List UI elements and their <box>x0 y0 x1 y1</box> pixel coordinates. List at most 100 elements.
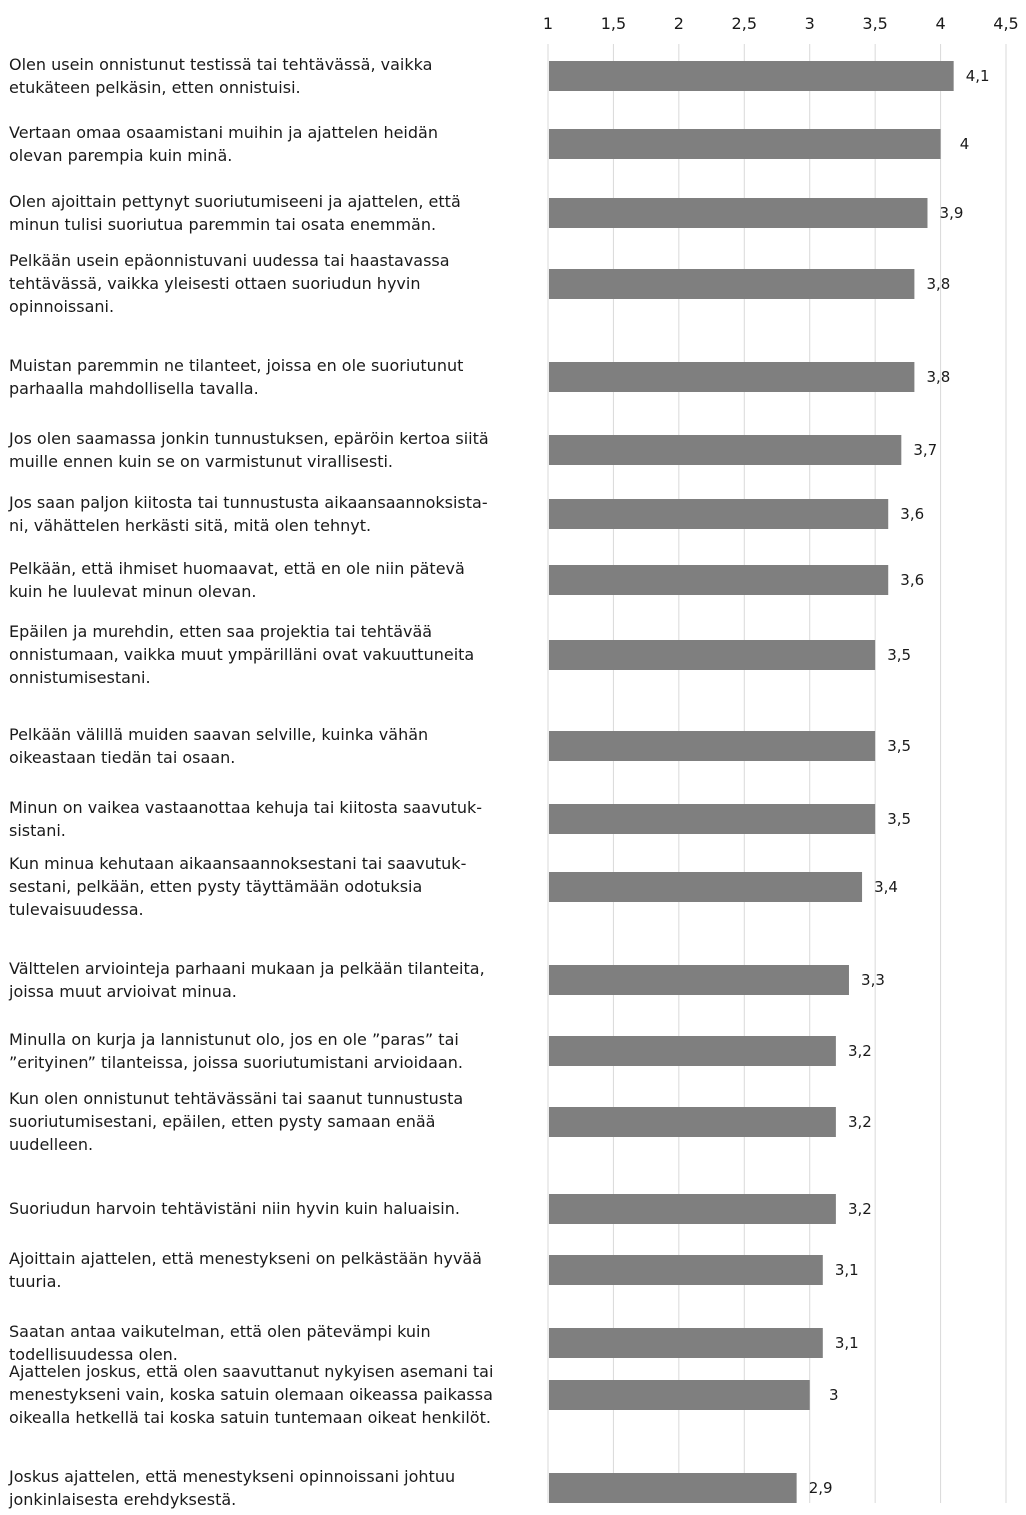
x-tick-label: 3 <box>805 14 815 33</box>
bar <box>549 804 876 834</box>
category-label: Olen usein onnistunut testissä tai tehtä… <box>9 53 544 99</box>
category-label-line: olevan parempia kuin minä. <box>9 145 233 165</box>
bar <box>549 1473 797 1503</box>
category-label: Minun on vaikea vastaanottaa kehuja tai … <box>9 796 544 842</box>
category-label-line: Kun olen onnistunut tehtävässäni tai saa… <box>9 1089 464 1108</box>
category-label-line: Joskus ajattelen, että menestykseni opin… <box>9 1466 456 1486</box>
value-label: 3 <box>829 1386 839 1404</box>
category-label-line: Pelkään välillä muiden saavan selville, … <box>9 724 429 744</box>
x-tick-label: 4 <box>935 14 945 33</box>
category-label: Välttelen arviointeja parhaani mukaan ja… <box>9 957 544 1003</box>
category-label-line: Ajattelen joskus, että olen saavuttanut … <box>9 1362 494 1381</box>
bar <box>549 1107 836 1137</box>
value-label: 4,1 <box>966 67 990 85</box>
x-tick-label: 1 <box>543 14 553 33</box>
category-label-line: Jos saan paljon kiitosta tai tunnustusta… <box>9 492 488 512</box>
x-tick-label: 2 <box>674 14 684 33</box>
category-label-line: Minulla on kurja ja lannistunut olo, jos… <box>9 1029 459 1049</box>
bar <box>549 1194 836 1224</box>
x-tick-label: 2,5 <box>732 14 757 33</box>
value-label: 3,1 <box>835 1261 859 1279</box>
bar <box>549 1036 836 1066</box>
value-label: 3,3 <box>861 971 885 989</box>
category-label: Jos olen saamassa jonkin tunnustuksen, e… <box>9 427 544 473</box>
category-label: Kun olen onnistunut tehtävässäni tai saa… <box>9 1087 544 1156</box>
x-tick-label: 4,5 <box>993 14 1018 33</box>
bar <box>549 1380 810 1410</box>
value-label: 3,1 <box>835 1334 859 1352</box>
bar <box>549 129 941 159</box>
value-label: 3,2 <box>848 1113 872 1131</box>
category-label: Jos saan paljon kiitosta tai tunnustusta… <box>9 491 544 537</box>
category-label-line: menestykseni vain, koska satuin olemaan … <box>9 1385 493 1404</box>
category-label-line: onnistumaan, vaikka muut ympärilläni ova… <box>9 645 475 664</box>
category-label-line: parhaalla mahdollisella tavalla. <box>9 378 259 398</box>
category-label-line: Jos olen saamassa jonkin tunnustuksen, e… <box>9 428 489 448</box>
bar <box>549 362 915 392</box>
category-label: Pelkään, että ihmiset huomaavat, että en… <box>9 557 544 603</box>
category-label-line: sestani, pelkään, etten pysty täyttämään… <box>9 877 423 896</box>
value-label: 3,2 <box>848 1200 872 1218</box>
category-label: Ajoittain ajattelen, että menestykseni o… <box>9 1247 544 1293</box>
category-label-line: Vertaan omaa osaamistani muihin ja ajatt… <box>9 122 438 142</box>
x-tick-label: 3,5 <box>862 14 887 33</box>
value-label: 3,7 <box>913 441 937 459</box>
x-tick-label: 1,5 <box>601 14 626 33</box>
bar <box>549 565 889 595</box>
category-label-line: tehtävässä, vaikka yleisesti ottaen suor… <box>9 274 421 293</box>
category-label-line: onnistumisestani. <box>9 668 151 687</box>
category-label: Pelkään usein epäonnistuvani uudessa tai… <box>9 249 544 318</box>
category-label: Vertaan omaa osaamistani muihin ja ajatt… <box>9 121 544 167</box>
category-label-line: Ajoittain ajattelen, että menestykseni o… <box>9 1248 482 1268</box>
category-label-line: minun tulisi suoriutua paremmin tai osat… <box>9 214 437 234</box>
category-label-line: uudelleen. <box>9 1135 94 1154</box>
value-label: 2,9 <box>809 1479 833 1497</box>
category-label-line: todellisuudessa olen. <box>9 1344 178 1364</box>
category-label: Joskus ajattelen, että menestykseni opin… <box>9 1465 544 1511</box>
bar <box>549 198 928 228</box>
bar <box>549 61 954 91</box>
category-label-line: oikealla hetkellä tai koska satuin tunte… <box>9 1408 491 1427</box>
category-label: Minulla on kurja ja lannistunut olo, jos… <box>9 1028 544 1074</box>
category-label-line: suoriutumisestani, epäilen, etten pysty … <box>9 1112 436 1131</box>
value-label: 4 <box>960 135 970 153</box>
category-label-line: Suoriudun harvoin tehtävistäni niin hyvi… <box>9 1199 460 1218</box>
category-label: Pelkään välillä muiden saavan selville, … <box>9 723 544 769</box>
bar <box>549 965 849 995</box>
x-axis-tick-labels: 1 1,5 2 2,5 3 3,5 4 4,5 <box>543 14 1019 33</box>
category-label-line: kuin he luulevat minun olevan. <box>9 581 257 601</box>
value-label: 3,5 <box>887 810 911 828</box>
bar <box>549 872 863 902</box>
value-label: 3,8 <box>926 275 950 293</box>
bar <box>549 435 902 465</box>
category-label-line: Minun on vaikea vastaanottaa kehuja tai … <box>9 797 483 817</box>
chart-value-labels: 4,1 4 3,9 3,8 3,8 3,7 3,6 3,6 3,5 3,5 3,5 3,4 3,3 3,2… <box>809 67 990 1497</box>
category-label: Kun minua kehutaan aikaansaannoksestani … <box>9 852 544 921</box>
category-label-line: ”erityinen” tilanteissa, joissa suoriutu… <box>9 1052 464 1072</box>
category-label-line: opinnoissani. <box>9 297 115 316</box>
value-label: 3,6 <box>900 505 924 523</box>
category-label: Saatan antaa vaikutelman, että olen päte… <box>9 1320 544 1366</box>
bar <box>549 499 889 529</box>
category-label-line: tuuria. <box>9 1271 62 1291</box>
value-label: 3,5 <box>887 646 911 664</box>
value-label: 3,8 <box>926 368 950 386</box>
value-label: 3,5 <box>887 737 911 755</box>
category-label: Epäilen ja murehdin, etten saa projektia… <box>9 620 544 689</box>
category-label-line: Pelkään usein epäonnistuvani uudessa tai… <box>9 251 450 270</box>
category-label-line: Olen usein onnistunut testissä tai tehtä… <box>9 54 433 74</box>
category-label-line: joissa muut arvioivat minua. <box>9 981 237 1001</box>
category-label-line: Epäilen ja murehdin, etten saa projektia… <box>9 622 433 641</box>
category-label-line: etukäteen pelkäsin, etten onnistuisi. <box>9 77 301 97</box>
category-label: Ajattelen joskus, että olen saavuttanut … <box>9 1360 544 1429</box>
bar <box>549 731 876 761</box>
category-label-line: muille ennen kuin se on varmistunut vira… <box>9 451 393 471</box>
category-label: Suoriudun harvoin tehtävistäni niin hyvi… <box>9 1197 544 1220</box>
value-label: 3,9 <box>940 204 964 222</box>
bar <box>549 640 876 670</box>
category-label: Olen ajoittain pettynyt suoriutumiseeni … <box>9 190 544 236</box>
category-label-line: tulevaisuudessa. <box>9 900 144 919</box>
value-label: 3,4 <box>874 878 898 896</box>
category-label-line: jonkinlaisesta erehdyksestä. <box>9 1489 237 1509</box>
